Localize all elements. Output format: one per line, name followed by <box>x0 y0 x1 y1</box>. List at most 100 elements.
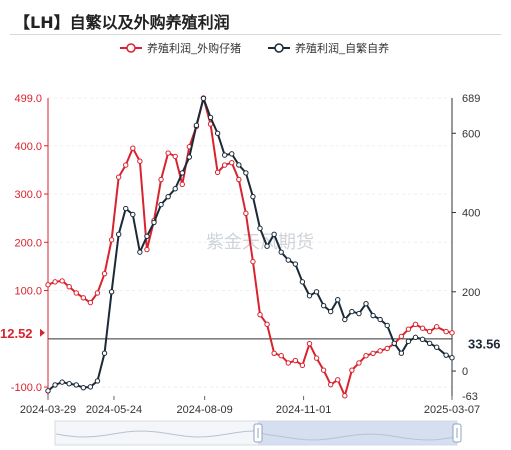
data-point <box>87 299 94 306</box>
data-point <box>243 170 249 176</box>
data-point <box>327 308 334 315</box>
x-axis-label: 2025-03-07 <box>424 404 480 416</box>
slider-right-handle[interactable] <box>452 423 462 443</box>
data-point <box>101 270 108 277</box>
data-point <box>229 159 235 166</box>
data-point <box>271 231 277 238</box>
x-axis-label: 2024-08-09 <box>177 404 233 416</box>
data-point <box>405 338 412 345</box>
data-point <box>243 210 249 217</box>
series-line-2 <box>47 97 453 392</box>
x-axis-label: 2024-05-24 <box>86 404 142 416</box>
slider-left-handle[interactable] <box>253 423 263 443</box>
end-value-label-2: 33.56 <box>468 337 501 352</box>
data-point <box>250 193 256 200</box>
data-point <box>73 290 79 296</box>
legend-item-2[interactable]: 养殖利润_自繁自养 <box>268 41 389 55</box>
data-point <box>278 353 284 359</box>
data-point <box>229 151 235 157</box>
data-point <box>130 211 136 218</box>
slider-selected-range[interactable] <box>258 421 457 445</box>
data-point <box>94 290 101 296</box>
right-axis-label: 600 <box>462 128 480 140</box>
data-point <box>285 257 291 263</box>
data-point <box>370 312 376 319</box>
data-point <box>349 308 355 315</box>
data-point <box>370 350 376 356</box>
left-axis-label: 100.0 <box>14 286 42 298</box>
data-point <box>130 145 136 151</box>
data-point <box>433 344 440 350</box>
data-point <box>115 231 122 238</box>
data-point <box>398 350 405 356</box>
data-point <box>306 340 313 347</box>
data-point <box>384 345 390 352</box>
data-point <box>236 176 242 183</box>
axis-layer: -100.0 100.0 200.0 300.0 400.0 499.0 0 200 400 60… <box>11 93 481 416</box>
data-point <box>73 382 79 388</box>
data-point <box>299 279 306 285</box>
data-point <box>207 114 214 121</box>
x-axis-label: 2024-11-01 <box>276 404 331 416</box>
watermark-text: 紫金天风期货 <box>206 232 314 252</box>
data-point <box>165 193 171 200</box>
data-point <box>179 181 185 188</box>
data-point <box>405 326 412 332</box>
right-axis-max-label: 689 <box>462 93 480 105</box>
data-point <box>398 333 405 340</box>
data-point <box>123 162 129 168</box>
data-point <box>443 328 449 335</box>
datazoom-slider[interactable] <box>54 420 462 446</box>
data-point <box>193 122 200 129</box>
data-point <box>449 355 455 361</box>
series-layer: 12.52 33.56 <box>0 95 501 399</box>
data-point <box>292 261 299 267</box>
data-point <box>419 336 426 343</box>
data-point <box>151 219 157 226</box>
data-point <box>426 328 433 335</box>
data-point <box>101 350 108 356</box>
legend-marker <box>126 43 136 53</box>
left-axis-label: 400.0 <box>14 141 42 153</box>
data-point <box>412 321 419 328</box>
data-point <box>363 300 369 307</box>
data-point <box>137 249 143 255</box>
data-point <box>271 350 277 356</box>
legend-marker <box>274 43 284 53</box>
end-value-label-1: 12.52 <box>0 326 33 341</box>
data-point <box>377 316 383 323</box>
data-point <box>278 249 284 255</box>
data-point <box>363 353 369 359</box>
data-point <box>313 289 320 295</box>
data-point <box>59 379 65 385</box>
legend-label: 养殖利润_外购仔猪 <box>147 41 241 55</box>
title-divider <box>10 34 501 35</box>
data-point <box>320 367 327 373</box>
right-axis-label: 400 <box>462 208 480 220</box>
legend-item-1[interactable]: 养殖利润_外购仔猪 <box>120 41 241 55</box>
data-point <box>419 325 426 331</box>
left-axis-label: -100.0 <box>11 382 42 394</box>
data-point <box>66 283 72 290</box>
data-point <box>292 357 299 364</box>
data-point <box>264 321 270 328</box>
data-point <box>172 186 178 192</box>
data-point <box>335 297 341 303</box>
end-label-bg-1 <box>0 324 40 341</box>
left-axis-label: 300.0 <box>14 189 42 201</box>
data-point <box>214 169 221 176</box>
data-point <box>115 174 122 180</box>
data-point <box>137 158 143 164</box>
legend-label: 养殖利润_自繁自养 <box>295 41 389 55</box>
data-point <box>94 378 101 384</box>
legend[interactable]: 养殖利润_外购仔猪 养殖利润_自繁自养 <box>120 41 389 55</box>
data-point <box>433 324 440 330</box>
data-point <box>306 293 313 299</box>
data-point <box>144 246 150 253</box>
data-point <box>349 367 355 373</box>
data-point <box>264 243 270 249</box>
grid-layer <box>48 97 452 388</box>
right-axis-label: 200 <box>462 287 480 299</box>
data-point <box>356 310 362 317</box>
data-point <box>45 282 51 288</box>
